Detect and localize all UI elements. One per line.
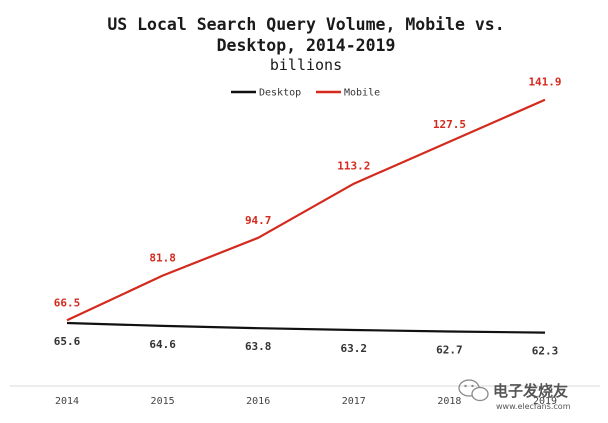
- legend-label-mobile: Mobile: [344, 88, 380, 99]
- x-tick-label-2015: 2015: [151, 396, 175, 407]
- data-label-mobile-2014: 66.5: [54, 296, 81, 309]
- data-label-desktop-2017: 63.2: [341, 342, 368, 355]
- x-tick-label-2014: 2014: [55, 396, 79, 407]
- data-label-desktop-2018: 62.7: [436, 344, 463, 357]
- x-tick-label-2017: 2017: [342, 396, 366, 407]
- data-label-mobile-2018: 127.5: [433, 118, 466, 131]
- chart-title-line-1: US Local Search Query Volume, Mobile vs.: [107, 15, 504, 34]
- chart-title-line-2: Desktop, 2014-2019: [217, 36, 396, 55]
- data-label-mobile-2017: 113.2: [337, 160, 370, 173]
- data-label-desktop-2015: 64.6: [149, 338, 176, 351]
- legend-label-desktop: Desktop: [259, 88, 301, 99]
- data-label-mobile-2015: 81.8: [149, 252, 176, 265]
- series-line-desktop: [66, 321, 546, 334]
- data-label-mobile-2016: 94.7: [245, 214, 272, 227]
- chart-subtitle: billions: [270, 56, 342, 74]
- chart-legend: Desktop Mobile: [231, 88, 380, 99]
- data-label-desktop-2014: 65.6: [54, 335, 81, 348]
- series-line-mobile: [66, 98, 546, 322]
- series-lines: [66, 98, 546, 334]
- watermark-url: www.elecfans.com: [496, 402, 571, 411]
- wechat-logo-icon: [458, 379, 489, 402]
- data-label-desktop-2019: 62.3: [532, 345, 559, 358]
- watermark: 电子发烧友 www.elecfans.com: [458, 379, 571, 411]
- x-tick-label-2016: 2016: [246, 396, 270, 407]
- data-label-mobile-2019: 141.9: [528, 76, 561, 89]
- x-tick-label-2018: 2018: [437, 396, 461, 407]
- watermark-main-text: 电子发烧友: [493, 382, 568, 400]
- x-tick-label-2019: 2019: [533, 396, 557, 407]
- data-label-desktop-2016: 63.8: [245, 340, 272, 353]
- data-labels: 65.6 64.6 63.8 63.2 62.7 62.3 66.5 81.8 94.7 113.…: [54, 76, 562, 358]
- x-axis-ticks: 2014 2015 2016 2017 2018 2019: [55, 396, 557, 407]
